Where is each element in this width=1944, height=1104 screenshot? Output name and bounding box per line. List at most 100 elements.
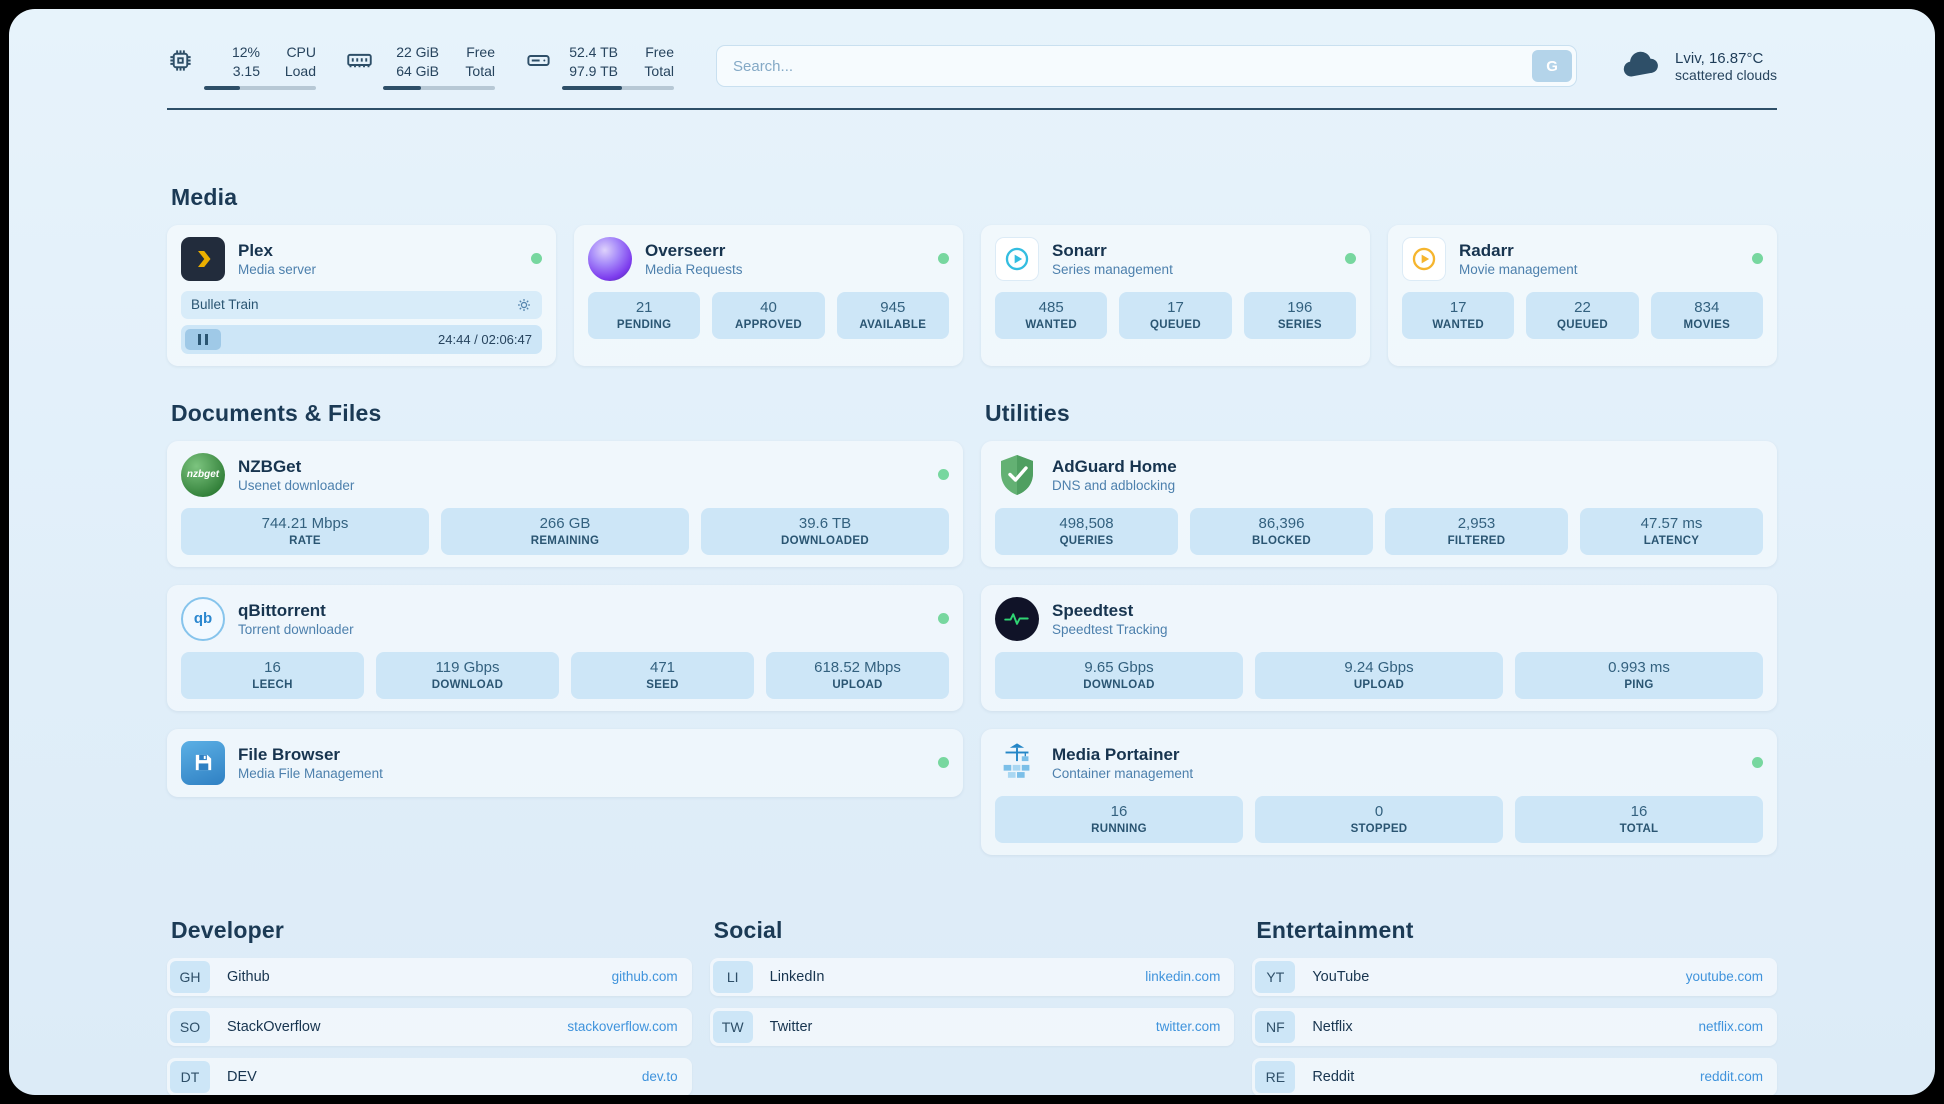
service-card-portainer[interactable]: Media Portainer Container management 16 …	[981, 728, 1777, 855]
service-card-qbittorrent[interactable]: qb qBittorrent Torrent downloader 16	[167, 584, 963, 711]
cpu-usage-label: CPU	[286, 44, 316, 60]
memory-total-label: Total	[465, 62, 495, 79]
service-name: qBittorrent	[238, 601, 326, 621]
service-stats: 498,508 QUERIES 86,396 BLOCKED 2,953	[995, 507, 1763, 555]
service-card-plex[interactable]: Plex Media server Bullet Train	[167, 224, 556, 366]
service-description: Media Requests	[645, 262, 743, 278]
bookmark-item[interactable]: RE Reddit reddit.com	[1252, 1057, 1777, 1095]
section-title-entertainment: Entertainment	[1256, 916, 1414, 943]
service-name: Overseerr	[645, 241, 726, 261]
stat-value: 16	[1110, 802, 1128, 820]
playback-bar: 24:44 / 02:06:47	[181, 324, 542, 354]
stat-box: 471 SEED	[571, 651, 754, 699]
cpu-icon	[167, 47, 194, 74]
service-card-speedtest[interactable]: Speedtest Speedtest Tracking 9.65 Gbps D…	[981, 584, 1777, 711]
service-name: Media Portainer	[1052, 745, 1180, 765]
service-card-radarr[interactable]: Radarr Movie management 17 WANTED 22	[1388, 224, 1777, 366]
section-title-utilities: Utilities	[985, 399, 1070, 426]
service-description: Media server	[238, 262, 317, 278]
bookmark-item[interactable]: NF Netflix netflix.com	[1252, 1007, 1777, 1046]
bookmark-item[interactable]: TW Twitter twitter.com	[709, 1007, 1235, 1046]
service-stats: 744.21 Mbps RATE 266 GB REMAINING 39.6 T…	[181, 507, 949, 555]
bookmark-url: linkedin.com	[1145, 969, 1221, 985]
stat-box: 17 WANTED	[1402, 291, 1515, 339]
stat-box: 9.24 Gbps UPLOAD	[1255, 651, 1503, 699]
disk-widget: 52.4 TB Free 97.9 TB Total	[525, 43, 674, 90]
bookmark-item[interactable]: YT YouTube youtube.com	[1252, 957, 1777, 996]
stat-label: BLOCKED	[1252, 534, 1311, 547]
gear-icon[interactable]	[516, 297, 532, 313]
stat-label: RATE	[289, 534, 321, 547]
service-stats: 21 PENDING 40 APPROVED 945 AVAILABLE	[588, 291, 949, 339]
stat-label: STOPPED	[1350, 822, 1408, 835]
bookmark-name: YouTube	[1312, 968, 1370, 985]
bookmark-url: stackoverflow.com	[567, 1019, 678, 1035]
service-card-filebrowser[interactable]: File Browser Media File Management	[167, 728, 963, 797]
pause-button[interactable]	[185, 328, 221, 350]
search-input[interactable]	[716, 45, 1578, 88]
service-description: Container management	[1052, 766, 1194, 782]
status-dot	[531, 253, 542, 265]
section-documents: Documents & Files nzbget NZBGet Usenet d…	[167, 400, 963, 855]
bookmark-item[interactable]: SO StackOverflow stackoverflow.com	[167, 1007, 692, 1046]
disk-progress-bar	[562, 85, 674, 90]
service-name: Speedtest	[1052, 601, 1134, 621]
stat-box: 17 QUEUED	[1119, 291, 1232, 339]
service-description: Usenet downloader	[238, 478, 355, 494]
stat-box: 744.21 Mbps RATE	[181, 507, 429, 555]
stat-box: 0 STOPPED	[1255, 795, 1503, 843]
bookmark-name: Github	[227, 968, 270, 985]
weather-location: Lviv, 16.87°C	[1675, 49, 1764, 67]
cloud-icon	[1619, 49, 1663, 84]
stat-box: 2,953 FILTERED	[1385, 507, 1568, 555]
stat-label: MOVIES	[1683, 318, 1731, 331]
cpu-progress-bar	[204, 85, 316, 90]
stat-label: WANTED	[1432, 318, 1484, 331]
bookmark-item[interactable]: DT DEV dev.to	[167, 1057, 692, 1095]
stat-value: 945	[880, 298, 906, 316]
status-dot	[1345, 253, 1356, 265]
disk-free-label: Free	[645, 44, 674, 60]
service-card-adguard[interactable]: AdGuard Home DNS and adblocking 498,508 …	[981, 440, 1777, 567]
service-stats: 16 RUNNING 0 STOPPED 16 TOTAL	[995, 795, 1763, 843]
stat-label: SERIES	[1277, 318, 1322, 331]
stat-value: 485	[1038, 298, 1064, 316]
stat-label: LATENCY	[1643, 534, 1700, 547]
service-name: Plex	[238, 241, 273, 261]
section-title-documents: Documents & Files	[171, 399, 382, 426]
bookmark-item[interactable]: LI LinkedIn linkedin.com	[709, 957, 1235, 996]
stat-label: FILTERED	[1447, 534, 1506, 547]
bookmark-url: dev.to	[641, 1069, 678, 1085]
section-entertainment: Entertainment YT YouTube youtube.com NF …	[1252, 917, 1777, 1095]
section-title-developer: Developer	[171, 916, 285, 943]
stat-value: 196	[1287, 298, 1313, 316]
bookmark-list-entertainment: YT YouTube youtube.com NF Netflix netfli…	[1252, 957, 1777, 1095]
bookmark-abbr: TW	[712, 1010, 753, 1043]
nzbget-icon-text: nzbget	[186, 469, 220, 481]
bookmark-abbr: LI	[712, 960, 753, 993]
stat-value: 834	[1694, 298, 1720, 316]
stat-box: 47.57 ms LATENCY	[1580, 507, 1763, 555]
stat-label: QUEUED	[1149, 318, 1201, 331]
bookmark-item[interactable]: GH Github github.com	[167, 957, 692, 996]
service-card-nzbget[interactable]: nzbget NZBGet Usenet downloader 744.21 M…	[167, 440, 963, 567]
status-dot	[938, 757, 949, 769]
stat-value: 119 Gbps	[435, 658, 500, 676]
stat-box: 266 GB REMAINING	[441, 507, 689, 555]
portainer-icon	[995, 741, 1039, 785]
stat-label: APPROVED	[735, 318, 802, 331]
stat-value: 618.52 Mbps	[814, 658, 901, 676]
stat-box: 834 MOVIES	[1650, 291, 1763, 339]
service-card-sonarr[interactable]: Sonarr Series management 485 WANTED	[981, 224, 1370, 366]
bookmark-abbr: NF	[1255, 1010, 1296, 1043]
status-dot	[1752, 757, 1763, 769]
service-name: Sonarr	[1052, 241, 1107, 261]
speedtest-icon	[995, 596, 1039, 641]
service-card-overseerr[interactable]: Overseerr Media Requests 21 PENDING	[574, 224, 963, 366]
stat-box: 9.65 Gbps DOWNLOAD	[995, 651, 1243, 699]
stat-box: 16 TOTAL	[1515, 795, 1763, 843]
stat-box: 119 Gbps DOWNLOAD	[376, 651, 559, 699]
bookmark-name: DEV	[227, 1068, 257, 1085]
stat-box: 945 AVAILABLE	[836, 291, 949, 339]
search-provider-button[interactable]: G	[1532, 50, 1573, 83]
